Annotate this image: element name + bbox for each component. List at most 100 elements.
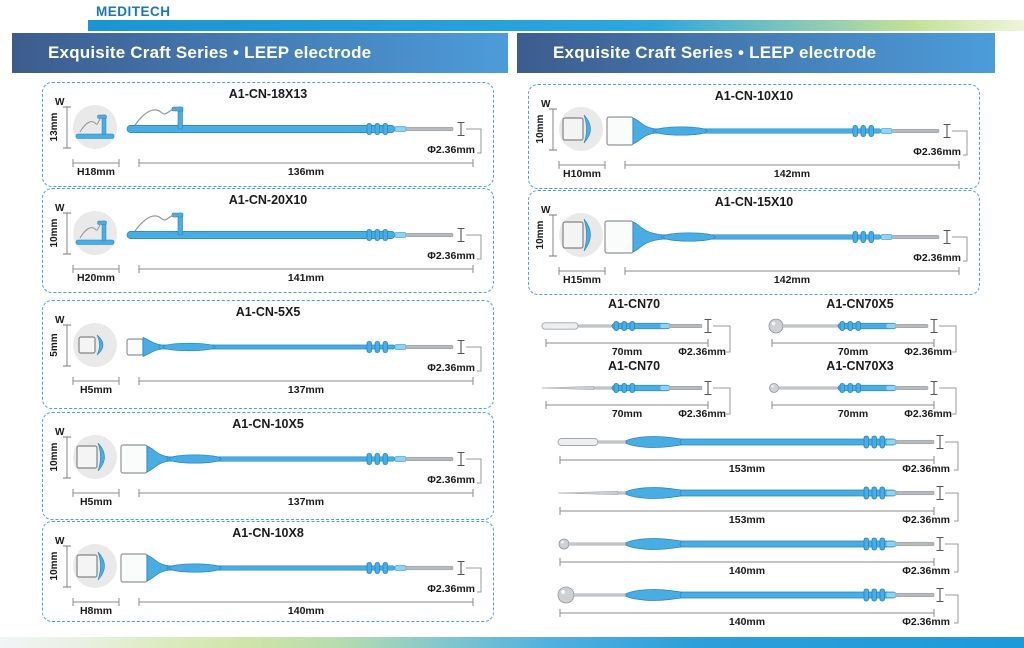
width-value-label: 10mm xyxy=(535,220,546,250)
height-dim-label: H15mm xyxy=(563,274,601,286)
model-title: A1-CN70X3 xyxy=(826,359,894,373)
dimension-line xyxy=(72,377,120,385)
height-dim-label: H10mm xyxy=(563,168,601,180)
length-dim-label: 142mm xyxy=(773,274,811,286)
length-dim-label: 141mm xyxy=(287,272,325,284)
meditech-logo: MEDITECH xyxy=(96,4,171,19)
diameter-dim-label: Φ2.36mm xyxy=(427,144,475,156)
diameter-marker-icon xyxy=(457,451,465,467)
length-dim-label: 153mm xyxy=(728,463,766,475)
length-dim-label: 70mm xyxy=(611,346,643,358)
cn70-figures xyxy=(541,318,957,415)
diameter-marker-icon xyxy=(457,560,465,576)
diameter-dim-label: Φ2.36mm xyxy=(427,250,475,262)
dimension-line xyxy=(559,507,935,515)
width-value-label: 13mm xyxy=(49,112,60,142)
dimension-line xyxy=(72,159,120,167)
dimension-line xyxy=(138,489,474,497)
diameter-callout-line xyxy=(466,458,482,484)
product-box: A1-CN-5X5 W 5mm H5mm 137mm Φ2.36mm xyxy=(42,300,494,409)
diameter-callout-line xyxy=(952,236,968,262)
electrode-figure xyxy=(549,107,968,169)
width-value-label: 10mm xyxy=(49,442,60,472)
dimension-line xyxy=(559,456,935,464)
diameter-marker-icon xyxy=(936,536,944,552)
diameter-dim-label: Φ2.36mm xyxy=(913,252,961,264)
width-letter-label: W xyxy=(55,315,65,326)
diameter-marker-icon xyxy=(936,434,944,450)
tip-detail-circle xyxy=(73,105,117,149)
dimension-line xyxy=(72,598,120,606)
diameter-callout-line xyxy=(945,594,959,624)
electrode-figure xyxy=(63,323,482,385)
diameter-dim-label: Φ2.36mm xyxy=(904,346,952,358)
width-letter-label: W xyxy=(541,99,551,110)
diameter-marker-icon xyxy=(457,227,465,243)
width-letter-label: W xyxy=(55,427,65,438)
width-value-label: 10mm xyxy=(49,218,60,248)
model-title: A1-CN-10X10 xyxy=(714,89,794,103)
diameter-marker-icon xyxy=(704,380,712,396)
diameter-callout-line xyxy=(466,234,482,260)
diameter-callout-line xyxy=(466,346,482,372)
length-dim-label: 140mm xyxy=(287,605,325,617)
model-title: A1-CN-20X10 xyxy=(228,193,308,207)
length-dim-label: 70mm xyxy=(611,408,643,420)
dimension-line xyxy=(545,339,709,347)
diameter-dim-label: Φ2.36mm xyxy=(427,362,475,374)
length-dim-label: 137mm xyxy=(287,384,325,396)
model-title: A1-CN-10X8 xyxy=(232,526,304,540)
electrode-figure xyxy=(63,435,482,497)
width-letter-label: W xyxy=(55,203,65,214)
model-title: A1-CN-10X5 xyxy=(232,417,304,431)
dimension-line xyxy=(138,598,474,606)
length-dim-label: 70mm xyxy=(837,408,869,420)
height-dim-label: H20mm xyxy=(77,272,115,284)
electrode-figure xyxy=(63,105,482,167)
diameter-marker-icon xyxy=(930,380,938,396)
diameter-marker-icon xyxy=(936,485,944,501)
height-dim-label: H5mm xyxy=(79,384,113,396)
length-dim-label: 137mm xyxy=(287,496,325,508)
long-electrode-section: 153mm Φ2.36mm 153mm Φ2.36mm 140mm Φ2.36mm 140m… xyxy=(530,424,980,640)
footer-bar xyxy=(0,637,1024,648)
diameter-callout-line xyxy=(466,128,482,154)
dimension-line xyxy=(138,159,474,167)
model-title: A1-CN70X5 xyxy=(826,297,894,311)
diameter-dim-label: Φ2.36mm xyxy=(902,565,950,577)
banner-right: Exquisite Craft Series • LEEP electrode xyxy=(517,33,995,73)
length-dim-label: 140mm xyxy=(728,565,766,577)
diameter-callout-line xyxy=(466,567,482,593)
electrode-figure xyxy=(63,211,482,273)
product-box: A1-CN-18X13 W 13mm H18mm 136mm Φ2.36mm xyxy=(42,82,494,187)
height-dim-label: H18mm xyxy=(77,166,115,178)
diameter-dim-label: Φ2.36mm xyxy=(678,346,726,358)
diameter-marker-icon xyxy=(930,318,938,334)
model-title: A1-CN-18X13 xyxy=(228,87,308,101)
cn70-section: A1-CN70 70mm Φ2.36mm A1-CN70X5 70mm Φ2.36mm A1… xyxy=(530,297,980,422)
dimension-line xyxy=(138,265,474,273)
product-box: A1-CN-15X10 W 10mm H15mm 142mm Φ2.36mm xyxy=(528,190,980,295)
dimension-line xyxy=(72,265,120,273)
dimension-line xyxy=(545,401,709,409)
diameter-callout-line xyxy=(945,492,959,522)
diameter-dim-label: Φ2.36mm xyxy=(678,408,726,420)
electrode-figure xyxy=(549,213,968,275)
diameter-marker-icon xyxy=(457,121,465,137)
diameter-callout-line xyxy=(939,325,957,353)
model-title: A1-CN-5X5 xyxy=(235,305,301,319)
length-dim-label: 70mm xyxy=(837,346,869,358)
model-title: A1-CN70 xyxy=(607,359,661,373)
dimension-line xyxy=(559,558,935,566)
diameter-callout-line xyxy=(945,543,959,573)
banner-left: Exquisite Craft Series • LEEP electrode xyxy=(12,33,508,73)
product-box: A1-CN-10X8 W 10mm H8mm 140mm Φ2.36mm xyxy=(42,521,494,622)
diameter-callout-line xyxy=(713,325,731,353)
dimension-line xyxy=(771,401,935,409)
width-value-label: 10mm xyxy=(49,551,60,581)
dimension-line xyxy=(558,267,606,275)
tip-detail-circle xyxy=(73,211,117,255)
height-dim-label: H5mm xyxy=(79,496,113,508)
length-dim-label: 142mm xyxy=(773,168,811,180)
width-letter-label: W xyxy=(541,205,551,216)
